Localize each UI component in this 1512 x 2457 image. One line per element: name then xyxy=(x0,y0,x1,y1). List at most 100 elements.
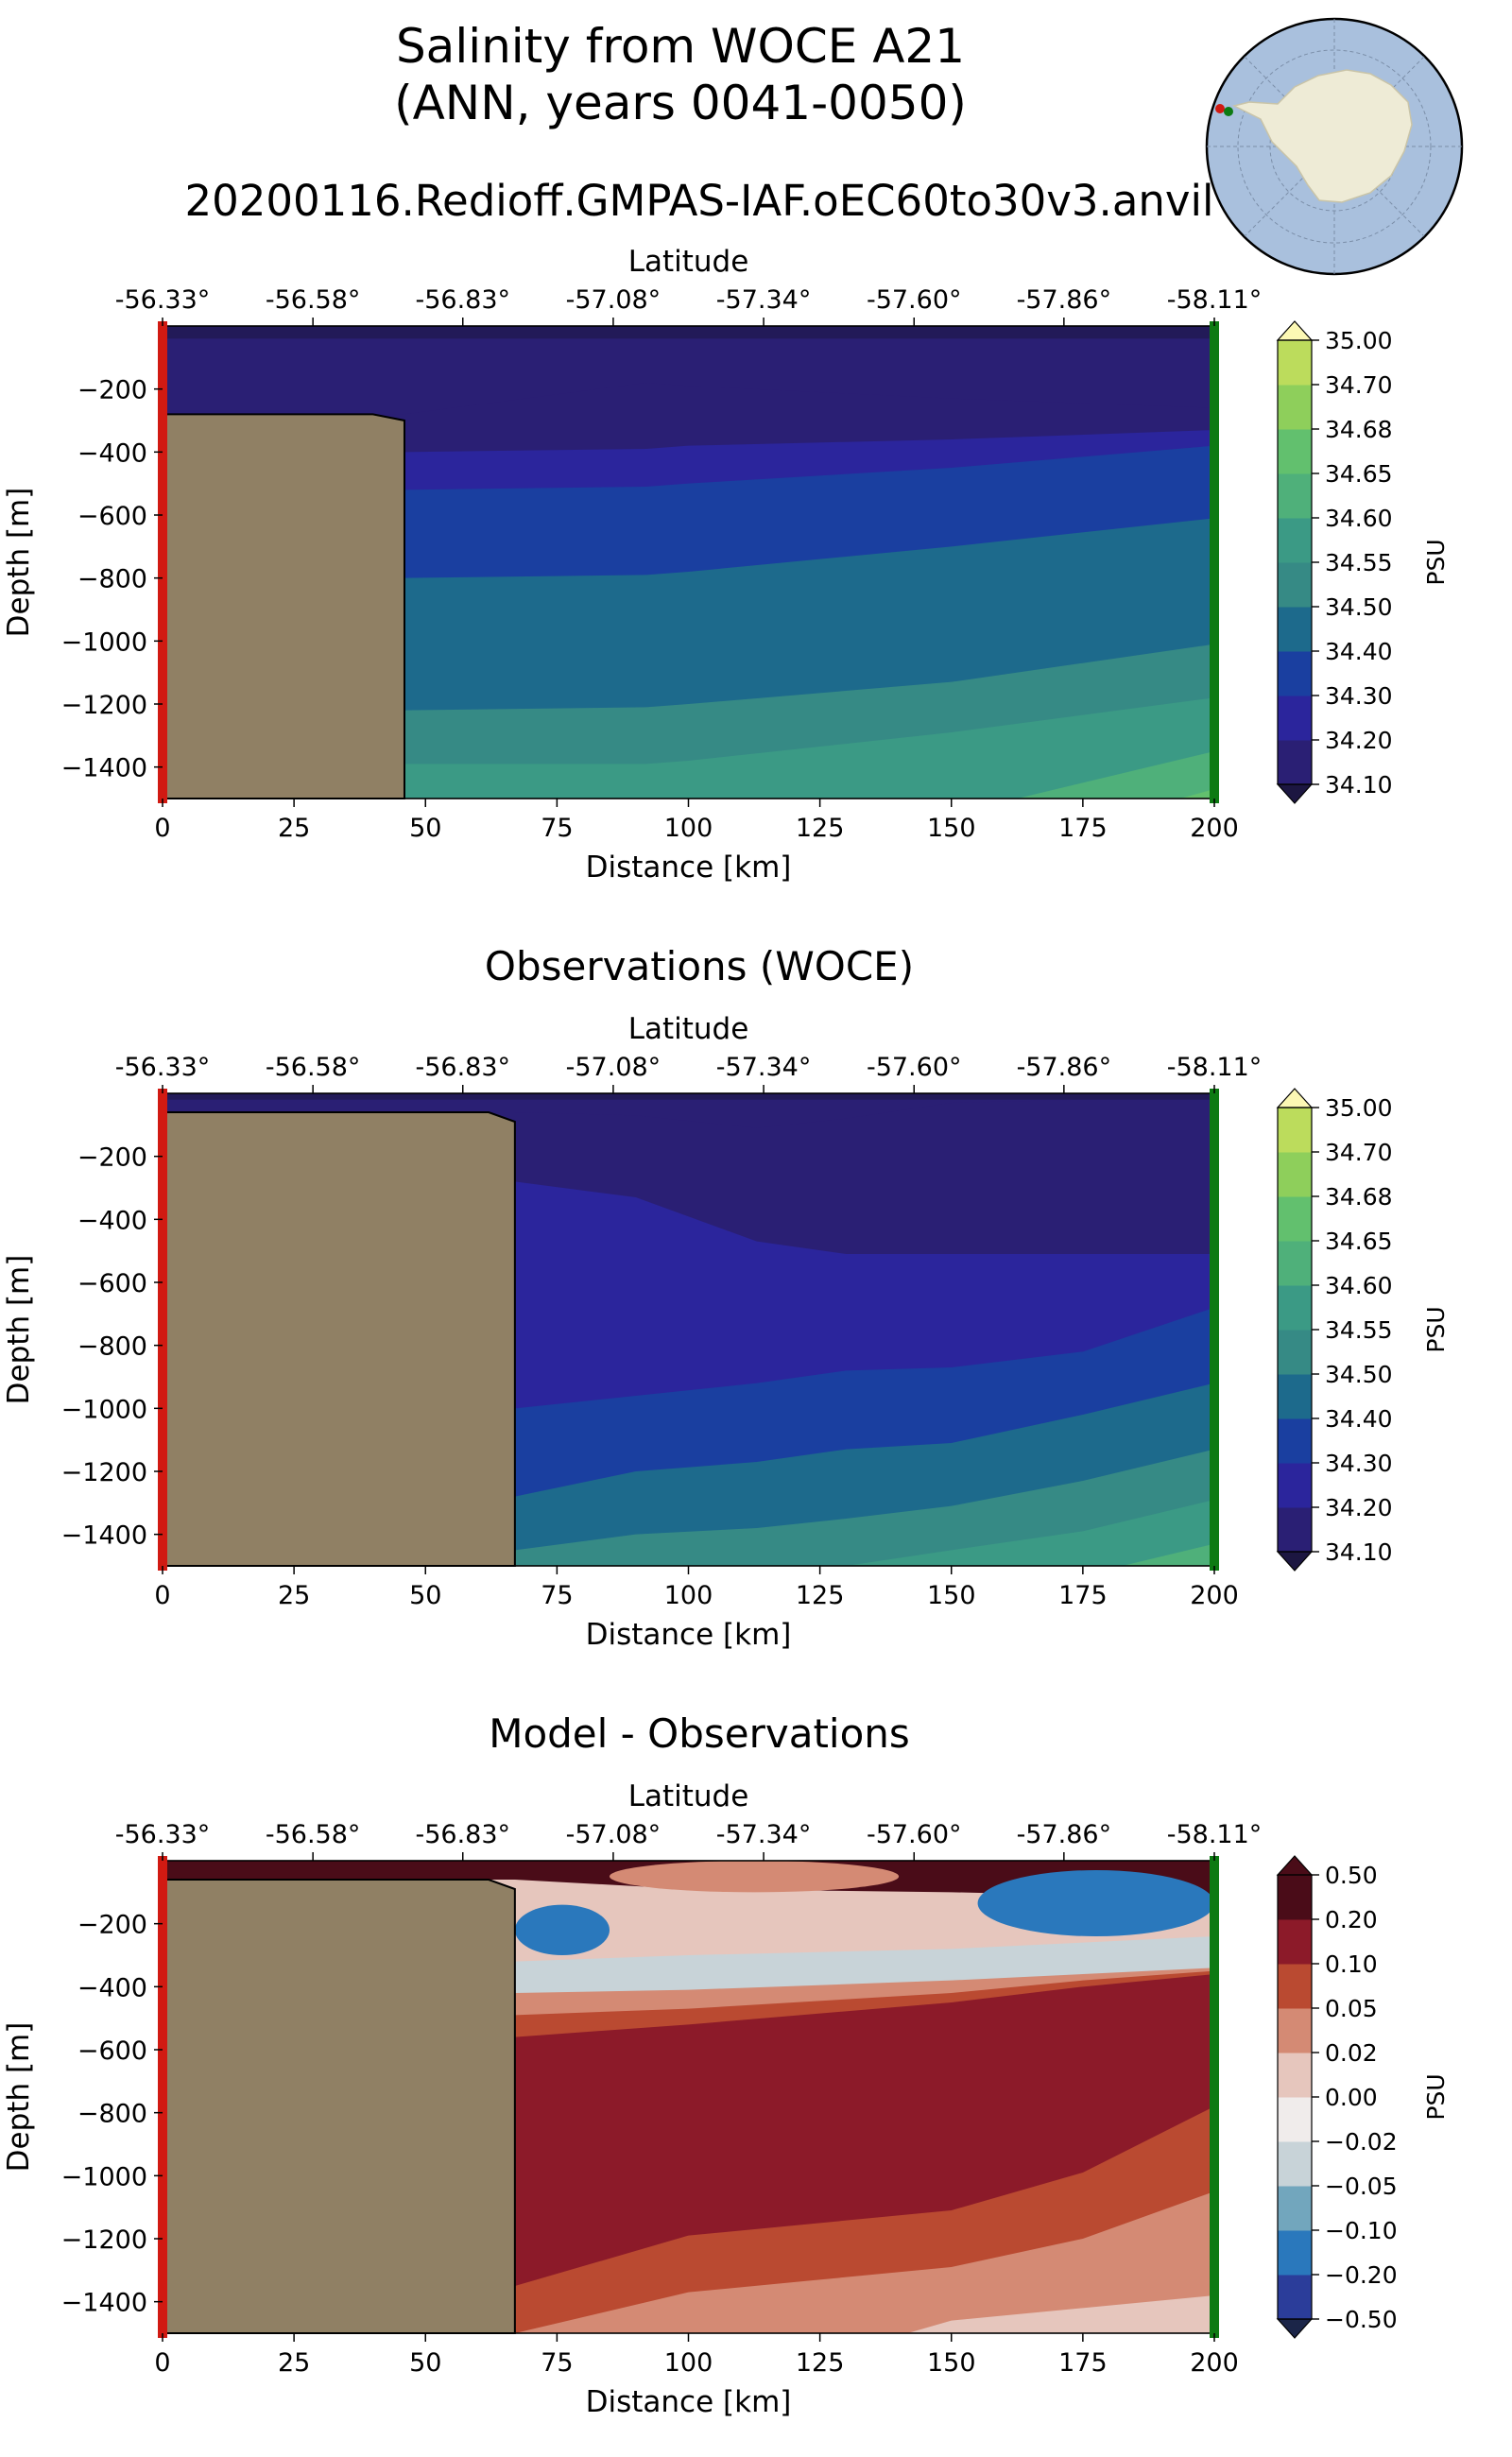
colorbar: 34.10 34.20 34.30 34.40 34.50 34.55 34.60 34.65… xyxy=(1276,1088,1450,1572)
y-tick-label: −1000 xyxy=(61,2162,147,2191)
colorbar-extend-max xyxy=(1276,1855,1314,1876)
surface-band xyxy=(163,326,1214,339)
colorbar-tick-label: −0.20 xyxy=(1325,2261,1398,2289)
colorbar-tick-label: 34.30 xyxy=(1325,1450,1393,1477)
colorbar-band xyxy=(1278,607,1312,652)
negative-lens-east xyxy=(977,1870,1214,1936)
colorbar-label: PSU xyxy=(1422,539,1450,585)
x-axis-label: Distance [km] xyxy=(586,850,792,885)
x-tick-label: 75 xyxy=(541,1581,573,1610)
y-tick-label: −800 xyxy=(77,1332,147,1362)
lat-tick-label: -58.11° xyxy=(1167,1053,1263,1082)
colorbar-band xyxy=(1278,2275,1312,2320)
colorbar-tick-label: 34.40 xyxy=(1325,638,1393,665)
y-axis-label: Depth [m] xyxy=(2,2022,36,2173)
lat-tick-label: -56.58° xyxy=(266,1820,361,1849)
colorbar-band xyxy=(1278,429,1312,474)
seafloor-land xyxy=(162,1111,516,1567)
antarctica-inset-map xyxy=(1205,17,1464,276)
top-axis-label: Latitude xyxy=(628,1012,749,1046)
colorbar-band xyxy=(1278,740,1312,785)
lat-tick-label: -56.58° xyxy=(266,285,361,315)
x-tick-label: 50 xyxy=(409,1581,441,1610)
lat-tick-label: -56.83° xyxy=(415,1053,510,1082)
x-tick-label: 150 xyxy=(927,814,976,843)
x-axis-label: Distance [km] xyxy=(586,1618,792,1652)
y-tick-label: −400 xyxy=(77,1973,147,2002)
colorbar-extend-max xyxy=(1276,320,1314,341)
colorbar-band xyxy=(1278,385,1312,430)
contour-band-4 xyxy=(163,1449,1214,1566)
colorbar-tick-label: 0.20 xyxy=(1325,1906,1378,1933)
colorbar-band xyxy=(1278,2008,1312,2053)
lat-tick-label: -57.34° xyxy=(716,1053,812,1082)
x-tick-label: 200 xyxy=(1190,814,1239,843)
surface-warm-wedge xyxy=(163,1861,426,1880)
panel-observations: 0 25 50 75 100 125 150 175 200 Distance [km] -56.3… xyxy=(2,1012,1450,1652)
x-tick-label: 75 xyxy=(541,814,573,843)
y-axis-label: Depth [m] xyxy=(2,1255,36,1405)
lat-tick-label: -56.33° xyxy=(115,1053,211,1082)
colorbar-band xyxy=(1278,1152,1312,1197)
colorbar-tick-label: 34.65 xyxy=(1325,460,1393,488)
x-tick-label: 25 xyxy=(278,814,310,843)
colorbar-tick-label: −0.05 xyxy=(1325,2173,1398,2200)
contour-band-6 xyxy=(1017,751,1214,799)
colorbar-tick-label: 34.50 xyxy=(1325,1361,1393,1388)
panel-difference: 0 25 50 75 100 125 150 175 200 Distance [km] -56.3… xyxy=(2,1779,1450,2419)
colorbar-tick-label: 0.00 xyxy=(1325,2084,1378,2111)
colorbar-tick-label: 34.50 xyxy=(1325,593,1393,621)
colorbar-extend-min xyxy=(1276,1551,1314,1572)
x-axis-label: Distance [km] xyxy=(586,2385,792,2419)
y-tick-label: −1000 xyxy=(61,627,147,657)
top-axis-label: Latitude xyxy=(628,1779,749,1813)
x-tick-label: 200 xyxy=(1190,1581,1239,1610)
x-tick-label: 100 xyxy=(664,2348,713,2378)
panel-model: 0 25 50 75 100 125 150 175 200 Distance [km] -56.3… xyxy=(2,245,1450,885)
colorbar-band xyxy=(1278,1374,1312,1419)
lat-tick-label: -57.08° xyxy=(566,285,662,315)
contour-band-6 xyxy=(1122,1543,1214,1566)
colorbar-band xyxy=(1278,473,1312,519)
section-end-marker xyxy=(1224,107,1233,116)
x-tick-label: 100 xyxy=(664,814,713,843)
section-end-line xyxy=(1210,1856,1219,2338)
colorbar-tick-label: 0.05 xyxy=(1325,1995,1378,2022)
y-tick-label: −600 xyxy=(77,1269,147,1298)
lat-tick-label: -57.08° xyxy=(566,1820,662,1849)
y-tick-label: −1400 xyxy=(61,1521,147,1551)
colorbar-band xyxy=(1278,2141,1312,2187)
seafloor-land xyxy=(162,1879,516,2334)
y-tick-label: −1400 xyxy=(61,2289,147,2318)
section-end-line xyxy=(1210,1089,1219,1571)
contour-band-7 xyxy=(1179,789,1214,799)
y-tick-label: −400 xyxy=(77,1206,147,1235)
colorbar: 34.10 34.20 34.30 34.40 34.50 34.55 34.60 34.65… xyxy=(1276,320,1450,804)
colorbar-tick-label: −0.50 xyxy=(1325,2306,1398,2333)
y-tick-label: −400 xyxy=(77,438,147,468)
colorbar-tick-label: 0.10 xyxy=(1325,1950,1378,1978)
colorbar-extend-min xyxy=(1276,783,1314,804)
colorbar-tick-label: 0.50 xyxy=(1325,1862,1378,1889)
colorbar-tick-label: 34.55 xyxy=(1325,1316,1393,1344)
contour-band-5 xyxy=(846,1500,1214,1566)
colorbar-band xyxy=(1278,2186,1312,2231)
colorbar-tick-label: 34.40 xyxy=(1325,1405,1393,1433)
negative-lens-west xyxy=(514,1904,610,1955)
section-start-line xyxy=(158,1856,167,2338)
colorbar-tick-label: 34.20 xyxy=(1325,727,1393,754)
section-start-line xyxy=(158,321,167,803)
y-tick-label: −1400 xyxy=(61,754,147,783)
lat-tick-label: -56.83° xyxy=(415,1820,510,1849)
lat-tick-label: -57.86° xyxy=(1017,1053,1112,1082)
colorbar-band xyxy=(1278,562,1312,608)
top-axis-label: Latitude xyxy=(628,245,749,279)
colorbar-band xyxy=(1278,1919,1312,1965)
figure-title-line1: Salinity from WOCE A21 xyxy=(395,19,966,74)
colorbar-tick-label: 34.30 xyxy=(1325,682,1393,710)
colorbar-tick-label: 35.00 xyxy=(1325,1094,1393,1122)
colorbar-band xyxy=(1278,2097,1312,2142)
x-tick-label: 0 xyxy=(154,814,170,843)
colorbar-band xyxy=(1278,651,1312,696)
